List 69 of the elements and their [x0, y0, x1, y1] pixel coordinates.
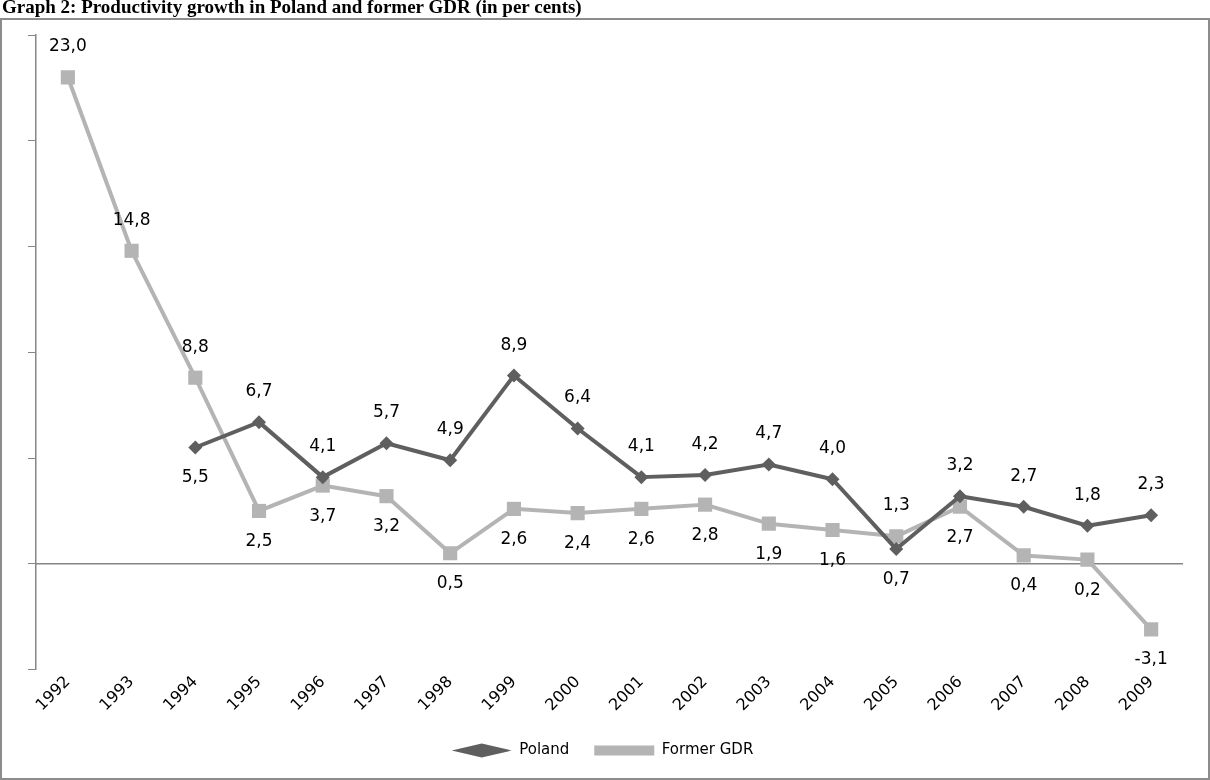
data-label: 6,7 [245, 380, 273, 401]
point [634, 501, 649, 516]
data-label: 1,6 [819, 548, 847, 569]
data-label: 4,1 [627, 435, 655, 456]
data-label: 5,5 [181, 466, 209, 487]
data-label: 14,8 [112, 208, 151, 229]
data-label: -3,1 [1134, 648, 1168, 669]
point [761, 516, 776, 531]
point [1016, 499, 1031, 514]
data-label: 0,2 [1073, 578, 1101, 599]
data-label: 2,6 [627, 527, 655, 548]
data-label: 23,0 [48, 35, 87, 56]
data-label: 0,7 [882, 567, 910, 588]
data-label: 8,8 [181, 335, 209, 356]
point [506, 501, 521, 516]
point [1080, 518, 1095, 533]
point [188, 440, 203, 455]
data-label: 2,5 [245, 529, 273, 550]
data-label: 1,3 [882, 494, 910, 515]
point [443, 453, 458, 468]
point [825, 472, 840, 487]
point [315, 470, 330, 485]
data-label: 5,7 [372, 401, 400, 422]
chart-title: Graph 2: Productivity growth in Poland and former GDR (in per cents) [2, 0, 582, 18]
point [698, 468, 713, 483]
point [761, 457, 776, 472]
point [188, 370, 203, 385]
point [1144, 508, 1159, 523]
point [379, 436, 394, 451]
point [698, 497, 713, 512]
point [379, 489, 394, 504]
data-label: 4,9 [436, 418, 464, 439]
point [1016, 548, 1031, 563]
data-label: 2,3 [1137, 473, 1165, 494]
point [570, 421, 585, 436]
data-label: 4,2 [691, 432, 719, 453]
data-label: 2,7 [1010, 464, 1038, 485]
point [570, 506, 585, 521]
data-label: 2,4 [564, 532, 592, 553]
data-label: 4,0 [819, 437, 847, 458]
data-label: 0,4 [1010, 574, 1038, 595]
point [825, 522, 840, 538]
point [952, 489, 967, 504]
point [634, 470, 649, 485]
data-label: 3,2 [946, 454, 974, 475]
data-label: 0,5 [436, 572, 464, 593]
point [252, 415, 267, 430]
point [251, 503, 267, 519]
data-label: 2,6 [500, 527, 528, 548]
data-label: 2,8 [691, 523, 719, 544]
point [506, 368, 521, 383]
point [1144, 622, 1159, 637]
point [1080, 552, 1095, 567]
point [60, 70, 75, 85]
data-label: 1,8 [1073, 483, 1101, 504]
point [443, 546, 458, 561]
data-label: 3,7 [309, 504, 337, 525]
data-label: 6,4 [564, 386, 592, 407]
data-label: 3,2 [372, 515, 400, 536]
data-label: 4,7 [755, 422, 783, 443]
legend-label: Former GDR [661, 740, 754, 759]
point [889, 542, 904, 557]
point [889, 529, 904, 544]
data-label: 2,7 [946, 525, 974, 546]
data-label: 1,9 [755, 542, 783, 563]
legend-label: Poland [519, 740, 570, 759]
point [124, 243, 139, 258]
data-label: 4,1 [309, 435, 337, 456]
data-label: 8,9 [500, 333, 528, 354]
